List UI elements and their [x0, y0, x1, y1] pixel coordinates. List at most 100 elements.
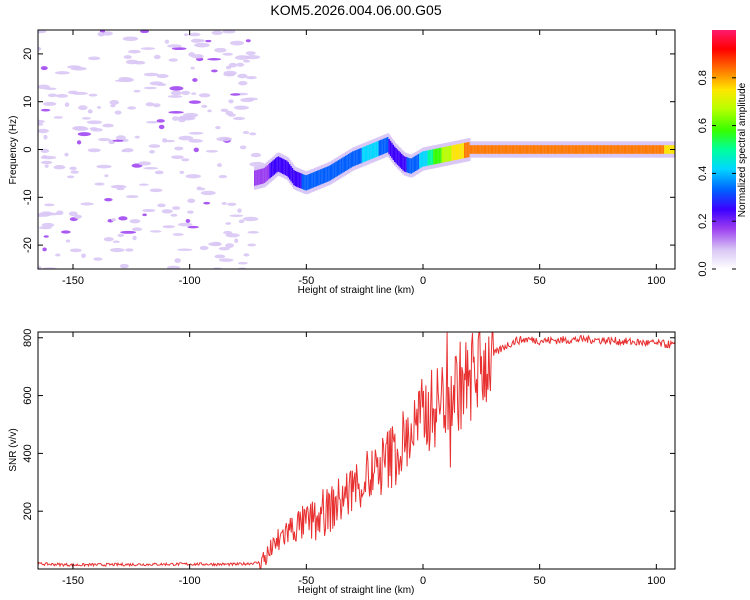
ridge-cell: [655, 145, 659, 154]
noise-speckle: [198, 93, 211, 98]
ridge-cell: [368, 144, 372, 160]
noise-speckle: [156, 119, 165, 123]
ridge-cell: [254, 170, 257, 186]
noise-speckle: [119, 263, 129, 269]
ridge-cell: [308, 173, 311, 190]
noise-speckle: [192, 78, 198, 82]
ridge-cell: [396, 149, 400, 165]
noise-speckle: [55, 94, 69, 98]
ridge-cell: [613, 145, 617, 154]
ridge-cell: [280, 157, 283, 174]
ridge-cell: [350, 152, 353, 168]
ridge-cell: [412, 157, 415, 173]
x-tick-label: -50: [298, 275, 314, 287]
ridge-cell: [636, 145, 639, 154]
noise-speckle: [193, 147, 199, 153]
noise-speckle: [174, 146, 184, 151]
ridge-cell: [328, 165, 331, 182]
ridge-cell: [444, 146, 447, 163]
ridge-cell: [648, 145, 652, 154]
ridge-cell: [377, 141, 380, 157]
noise-speckle: [103, 237, 114, 242]
ridge-cell: [513, 145, 516, 154]
ridge-cell: [508, 145, 512, 154]
ridge-cell: [619, 145, 622, 154]
noise-speckle: [218, 174, 228, 179]
noise-speckle: [140, 47, 156, 50]
ridge-cell: [543, 145, 547, 154]
ridge-cell: [646, 145, 649, 154]
noise-speckle: [188, 32, 201, 37]
ridge-cell: [545, 145, 548, 154]
ridge-cell: [273, 159, 276, 175]
noise-speckle: [167, 265, 181, 269]
ridge-cell: [356, 149, 359, 165]
noise-speckle: [240, 97, 254, 103]
spectrogram-noise-layer: [38, 30, 265, 269]
noise-speckle: [104, 197, 113, 202]
y-tick-label: 20: [22, 48, 34, 60]
ridge-cell: [347, 153, 351, 170]
noise-speckle: [222, 52, 234, 56]
ridge-cell: [557, 145, 561, 154]
noise-speckle: [172, 116, 179, 121]
noise-speckle: [234, 238, 239, 244]
ridge-cell: [431, 149, 435, 165]
ridge-cell: [427, 150, 430, 166]
ridge-cell: [542, 145, 545, 154]
ridge-cell: [539, 145, 542, 154]
ridge-cell: [318, 169, 321, 186]
ridge-cell: [422, 151, 425, 167]
ridge-cell: [452, 145, 456, 161]
noise-speckle: [203, 201, 211, 205]
ridge-cell: [618, 145, 621, 154]
ridge-cell: [419, 153, 422, 169]
noise-speckle: [86, 120, 103, 125]
ridge-cell: [349, 153, 352, 169]
ridge-cell: [353, 150, 356, 167]
ridge-cell: [434, 148, 437, 165]
noise-speckle: [143, 86, 157, 90]
ridge-cell: [314, 171, 317, 187]
noise-speckle: [44, 203, 55, 207]
ridge-cell: [445, 146, 449, 162]
ridge-cell: [465, 142, 468, 158]
noise-speckle: [72, 91, 89, 95]
noise-speckle: [118, 76, 131, 81]
ridge-cell: [548, 145, 551, 154]
noise-speckle: [236, 62, 245, 67]
noise-speckle: [54, 71, 70, 75]
noise-speckle: [97, 137, 111, 142]
ridge-cell: [373, 142, 376, 159]
noise-speckle: [188, 131, 204, 135]
ridge-cell: [615, 145, 618, 154]
colorbar-tick-label: 0.4: [697, 166, 709, 181]
x-tick-label: -100: [179, 575, 201, 587]
y-tick-label: -10: [22, 189, 34, 205]
ridge-cell: [532, 145, 535, 154]
ridge-cell: [410, 158, 414, 174]
noise-speckle: [134, 135, 140, 139]
noise-speckle: [118, 216, 128, 221]
ridge-cell: [395, 148, 398, 164]
ridge-cell: [496, 145, 499, 154]
spectrogram-x-label: Height of straight line (km): [298, 285, 415, 296]
ridge-cell: [489, 145, 492, 154]
ridge-cell: [408, 157, 411, 174]
ridge-cell: [340, 158, 344, 174]
ridge-cell: [367, 145, 370, 161]
ridge-cell: [587, 145, 590, 154]
ridge-cell: [552, 145, 555, 154]
x-tick-label: -150: [62, 575, 84, 587]
ridge-cell: [423, 151, 426, 167]
ridge-cell: [315, 171, 318, 187]
noise-speckle: [38, 30, 47, 34]
ridge-cell: [256, 169, 260, 186]
ridge-cell: [387, 137, 390, 153]
noise-speckle: [250, 152, 262, 158]
ridge-cell: [667, 145, 670, 154]
noise-speckle: [110, 185, 123, 188]
ridge-cell: [560, 145, 563, 154]
ridge-cell: [500, 145, 503, 154]
